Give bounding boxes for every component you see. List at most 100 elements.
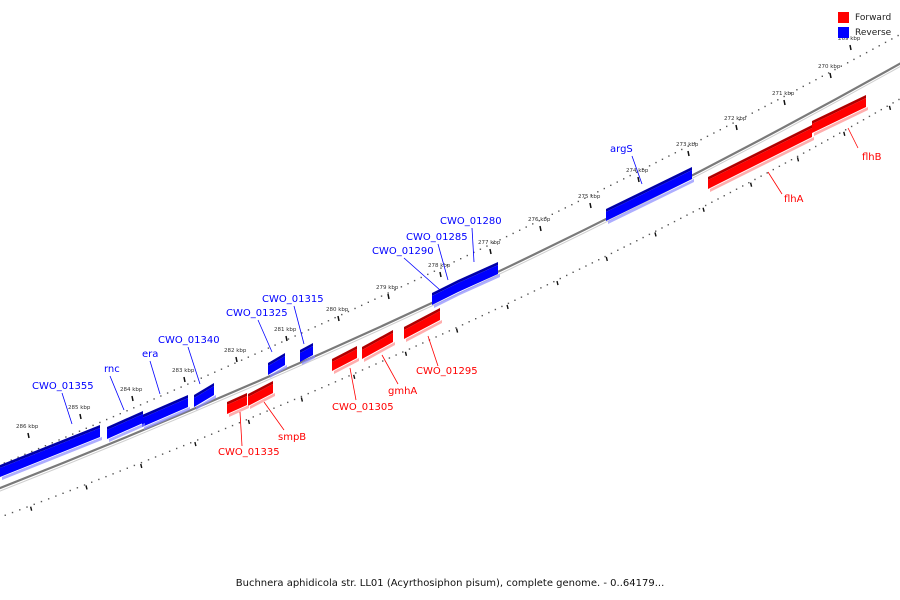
gene-bar-top: [50, 425, 100, 448]
ruler-dot: [259, 413, 261, 415]
gene-leader: [847, 127, 859, 149]
ruler-dot: [590, 194, 593, 196]
ruler-dot: [380, 295, 383, 297]
tick-mark: [439, 271, 442, 278]
ruler-dot: [453, 261, 455, 263]
ruler-dot: [564, 207, 567, 209]
gene-bar: [248, 384, 273, 406]
gene-bar: [812, 98, 866, 133]
ruler-dot: [540, 287, 542, 289]
ruler-dot: [360, 304, 363, 307]
ruler-dot: [65, 436, 67, 438]
ruler-dot: [754, 178, 756, 181]
ruler-dot: [551, 213, 553, 215]
ruler-dot: [655, 230, 657, 232]
inner-tick-mark: [654, 232, 657, 237]
ruler-dot: [821, 75, 823, 77]
ruler-dot: [435, 336, 437, 338]
ruler-dot: [732, 122, 734, 124]
gene-bar-top: [332, 346, 357, 362]
ruler-dot: [546, 284, 549, 286]
gene-bar: [362, 333, 393, 359]
ruler-dot: [274, 344, 276, 346]
ruler-dot: [673, 220, 676, 223]
ruler-dot: [402, 351, 404, 353]
ruler-dot: [545, 216, 547, 219]
gene-bar: [268, 356, 285, 375]
ruler-dot: [796, 89, 798, 91]
ruler-dot: [294, 335, 296, 337]
gene-leader: [61, 392, 73, 425]
legend-forward: Forward: [838, 10, 891, 25]
inner-tick-mark: [605, 256, 608, 262]
gene-bar-top: [606, 167, 692, 212]
gene-bar-top: [248, 381, 273, 397]
gene-leader: [403, 257, 441, 291]
gene-bar-top: [458, 262, 498, 283]
ruler-dot: [314, 389, 316, 392]
ruler-dot: [24, 453, 26, 456]
ruler-dot: [407, 283, 409, 285]
ruler-dot: [597, 191, 599, 193]
gene-bar-top: [227, 393, 247, 405]
ruler-dot: [254, 353, 256, 355]
gene-label: CWO_01340: [158, 335, 220, 346]
gene-leader: [293, 305, 305, 345]
tick-label: 285 kbp: [68, 405, 91, 411]
gene-bar-shadow: [2, 457, 52, 480]
inner-tick-mark: [85, 485, 88, 490]
inner-tick-mark: [702, 207, 705, 212]
gene-bar: [50, 428, 100, 457]
ruler-dot: [789, 92, 792, 94]
ruler-dot: [533, 290, 536, 292]
ruler-dot: [196, 439, 199, 441]
ruler-dot: [55, 495, 57, 497]
ruler-dot: [105, 418, 108, 421]
gene-leader: [767, 171, 783, 195]
ruler-dot: [572, 271, 574, 273]
ruler-dot: [735, 188, 738, 190]
gene-bar-shadow: [229, 405, 249, 417]
ruler-dot: [173, 389, 176, 391]
tick-label: 275 kbp: [578, 194, 601, 200]
ruler-dot: [261, 350, 263, 352]
ruler-dot: [98, 478, 100, 481]
inner-tick-mark: [556, 280, 559, 286]
gene-label: smpB: [278, 432, 306, 443]
ruler-dot: [488, 311, 490, 314]
ruler-dot: [838, 132, 841, 134]
ruler-dot: [778, 165, 781, 168]
legend-reverse: Reverse: [838, 25, 891, 40]
gene-bar: [227, 396, 247, 414]
ruler-dot: [578, 268, 581, 270]
ruler-dot: [214, 371, 216, 373]
ruler-dot: [361, 369, 364, 371]
ruler-dot: [738, 119, 741, 121]
ruler-dot: [598, 259, 600, 261]
ruler-dot: [713, 132, 715, 134]
ruler-dot: [571, 203, 573, 206]
gene-bar-shadow: [460, 274, 500, 295]
ruler-dot: [238, 422, 241, 424]
gene-bar: [606, 170, 692, 221]
strand-legend: Forward Reverse: [838, 10, 891, 40]
ruler-dot: [287, 338, 290, 340]
ruler-dot: [525, 226, 527, 228]
ruler-dot: [880, 108, 882, 111]
ruler-dot: [648, 233, 651, 236]
ruler-dot: [706, 135, 709, 138]
ruler-dot: [468, 321, 470, 323]
ruler-dot: [874, 112, 877, 114]
ruler-dot: [772, 168, 774, 171]
ruler-dot: [442, 333, 444, 335]
inner-tick-ruler: [4, 98, 900, 516]
ruler-dot: [207, 374, 209, 376]
ruler-dot: [394, 289, 396, 291]
tick-label: 278 kbp: [428, 263, 451, 269]
ruler-dot: [827, 72, 830, 74]
gene-bar-shadow: [710, 137, 814, 192]
ruler-dot: [859, 55, 861, 57]
gene-labels: flhB flhA argS CWO_01280 CWO_01285 CWO_01290 C…: [32, 127, 882, 458]
ruler-dot: [629, 243, 632, 245]
